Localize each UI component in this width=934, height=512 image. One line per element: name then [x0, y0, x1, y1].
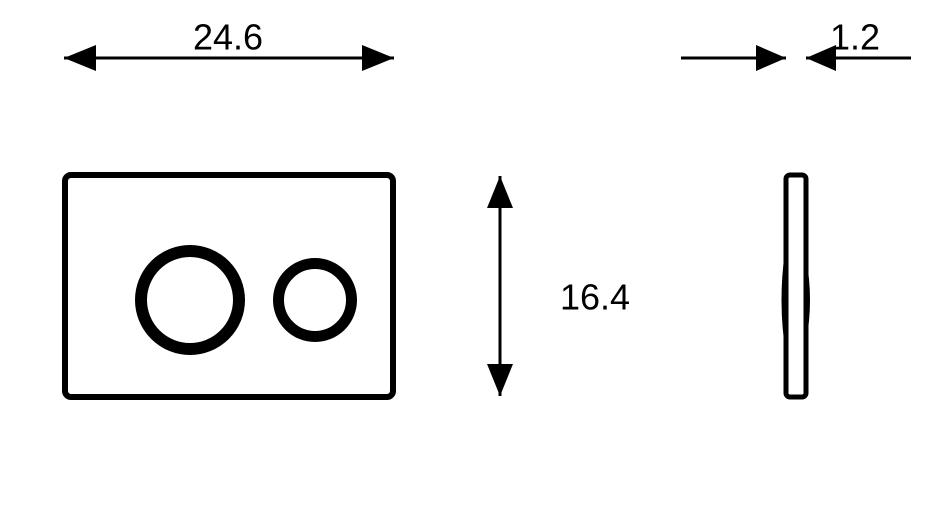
dim-label-height: 16.4: [560, 277, 630, 318]
dim-arrow-width-left: [64, 45, 96, 71]
dim-arrow-depth-left: [756, 45, 786, 71]
dim-arrow-width-right: [362, 45, 394, 71]
dim-label-depth: 1.2: [830, 17, 880, 58]
flush-button-small: [279, 264, 352, 337]
side-button-large: [782, 245, 787, 355]
dim-arrow-height-top: [487, 176, 513, 208]
dim-arrow-height-bottom: [487, 364, 513, 396]
side-plate: [786, 175, 806, 397]
side-button-small: [806, 258, 810, 342]
flush-button-large: [141, 251, 239, 349]
technical-drawing: 24.6 16.4 1.2: [0, 0, 934, 512]
dim-label-width: 24.6: [193, 17, 263, 58]
